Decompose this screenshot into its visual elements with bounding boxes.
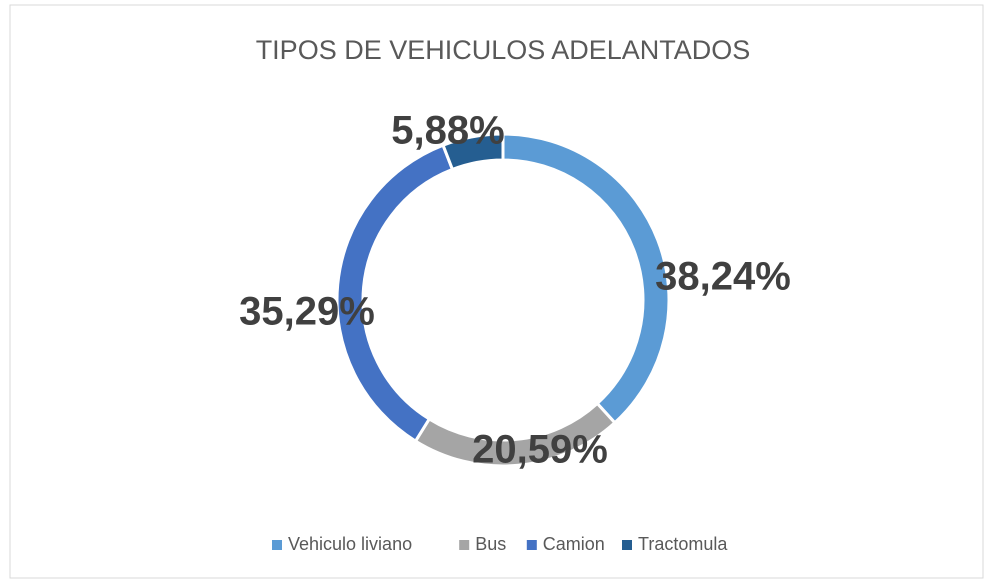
legend-label: Bus	[475, 534, 506, 554]
data-label: 5,88%	[391, 109, 504, 153]
donut-slice	[441, 132, 505, 172]
data-label: 20,59%	[472, 428, 608, 472]
data-label: 38,24%	[655, 255, 791, 299]
legend-swatch	[526, 540, 537, 550]
legend-label: Tractomula	[638, 534, 728, 554]
legend-swatch	[622, 540, 632, 550]
chart-frame	[9, 4, 984, 579]
legend-label: Camion	[543, 534, 605, 554]
data-label: 35,29%	[239, 290, 375, 334]
legend-label: Vehiculo liviano	[288, 534, 412, 554]
chart-title: TIPOS DE VEHICULOS ADELANTADOS	[256, 35, 751, 65]
legend-swatch	[459, 540, 470, 550]
legend-swatch	[272, 540, 282, 550]
